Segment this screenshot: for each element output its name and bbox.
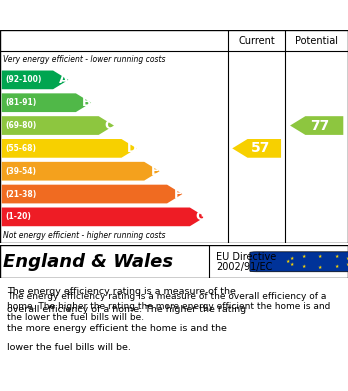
Text: ★: ★	[302, 264, 306, 269]
Text: 57: 57	[251, 142, 270, 155]
Text: ★: ★	[302, 255, 306, 259]
Text: ★: ★	[334, 264, 339, 269]
Text: Current: Current	[238, 36, 275, 46]
Text: Not energy efficient - higher running costs: Not energy efficient - higher running co…	[3, 231, 166, 240]
Text: Energy Efficiency Rating: Energy Efficiency Rating	[60, 5, 288, 23]
Text: G: G	[196, 210, 206, 223]
Text: (81-91): (81-91)	[5, 98, 37, 107]
Text: (1-20): (1-20)	[5, 212, 31, 221]
Polygon shape	[2, 139, 137, 158]
Polygon shape	[2, 208, 205, 226]
Polygon shape	[232, 139, 281, 158]
Text: The energy efficiency rating is a measure of the overall efficiency of a home. T: The energy efficiency rating is a measur…	[7, 292, 330, 322]
Text: The energy efficiency rating is a measure of the: The energy efficiency rating is a measur…	[7, 287, 236, 296]
Text: ★: ★	[346, 262, 348, 267]
Polygon shape	[2, 70, 68, 89]
Text: (39-54): (39-54)	[5, 167, 36, 176]
Polygon shape	[290, 116, 343, 135]
Text: B: B	[82, 96, 91, 109]
Text: (92-100): (92-100)	[5, 75, 42, 84]
Text: EU Directive: EU Directive	[216, 252, 276, 262]
Text: E: E	[151, 165, 159, 178]
Polygon shape	[2, 185, 182, 203]
Text: ★: ★	[285, 259, 290, 264]
Text: A: A	[59, 74, 69, 86]
Text: ★: ★	[290, 262, 294, 267]
Text: (69-80): (69-80)	[5, 121, 37, 130]
FancyBboxPatch shape	[250, 252, 348, 272]
Polygon shape	[2, 93, 91, 112]
Text: ★: ★	[346, 256, 348, 262]
Text: ★: ★	[334, 255, 339, 259]
Text: Very energy efficient - lower running costs: Very energy efficient - lower running co…	[3, 56, 166, 65]
Text: ★: ★	[318, 254, 322, 258]
Text: 2002/91/EC: 2002/91/EC	[216, 262, 272, 272]
Text: C: C	[105, 119, 114, 132]
Text: 77: 77	[310, 118, 330, 133]
Text: Potential: Potential	[295, 36, 338, 46]
Polygon shape	[2, 162, 159, 181]
Text: ★: ★	[318, 265, 322, 270]
Text: overall efficiency of a home. The higher the rating: overall efficiency of a home. The higher…	[7, 305, 246, 314]
Polygon shape	[2, 116, 114, 135]
Text: ★: ★	[290, 256, 294, 262]
Text: (21-38): (21-38)	[5, 190, 37, 199]
Text: (55-68): (55-68)	[5, 144, 36, 153]
Text: England & Wales: England & Wales	[3, 253, 174, 271]
Text: F: F	[174, 188, 182, 201]
Text: D: D	[127, 142, 137, 155]
Text: lower the fuel bills will be.: lower the fuel bills will be.	[7, 343, 131, 352]
Text: the more energy efficient the home is and the: the more energy efficient the home is an…	[7, 324, 227, 333]
